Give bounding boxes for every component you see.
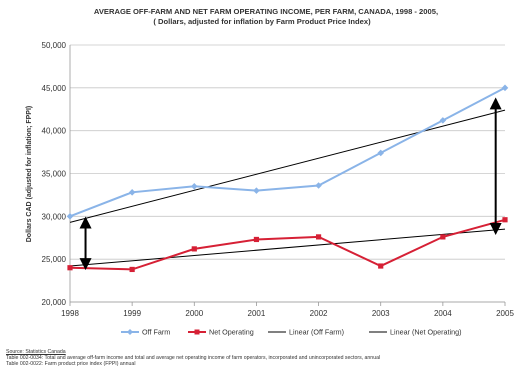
series-line	[69, 218, 506, 271]
data-point	[253, 236, 260, 243]
data-point	[253, 187, 260, 194]
data-point	[439, 117, 447, 124]
source-line-1: Table 002-0034: Total and average off-fa…	[6, 355, 381, 361]
y-tick-label: 40,000	[42, 127, 67, 136]
y-tick-label: 35,000	[42, 170, 67, 179]
legend-label: Linear (Off Farm)	[289, 328, 344, 337]
y-tick-label: 45,000	[42, 84, 67, 93]
data-point	[315, 182, 322, 189]
plot-area: 20,000 25,000 30,000 35,000 40,000 45,000 50,0…	[42, 41, 515, 318]
x-tick-label: 2002	[310, 309, 328, 318]
legend: Off Farm Net Operating Linear (Off Farm) Li…	[121, 328, 462, 337]
y-tick-label: 30,000	[42, 212, 67, 221]
x-tick-label: 1999	[123, 309, 141, 318]
data-point	[66, 213, 74, 220]
source-title: Source: Statistics Canada	[6, 349, 66, 355]
trendline	[69, 228, 506, 267]
series-line	[69, 86, 506, 218]
data-point	[501, 84, 509, 92]
y-tick-label: 25,000	[42, 255, 67, 264]
source-label: Source: Statistics Canada	[6, 349, 66, 355]
data-point	[378, 263, 384, 269]
data-point	[191, 246, 197, 252]
x-tick-label: 2001	[248, 309, 266, 318]
trendline	[69, 109, 506, 223]
data-point	[129, 266, 135, 273]
x-tick-label: 2000	[185, 309, 203, 318]
x-tick-label: 2004	[434, 309, 452, 318]
data-point	[315, 234, 322, 240]
x-tick-label: 2003	[372, 309, 390, 318]
legend-label: Off Farm	[142, 328, 170, 337]
legend-marker	[127, 329, 133, 335]
y-tick-label: 50,000	[42, 41, 67, 50]
x-tick-label: 1998	[61, 309, 79, 318]
data-point	[128, 189, 136, 196]
y-tick-label: 20,000	[42, 298, 67, 307]
data-point	[377, 149, 385, 157]
data-point	[190, 183, 198, 190]
chart-title: AVERAGE OFF-FARM AND NET FARM OPERATING …	[94, 7, 438, 16]
data-point	[502, 217, 508, 223]
y-axis-label: Dollars CAD (adjusted for inflation; FPP…	[26, 106, 33, 243]
legend-marker	[194, 329, 200, 335]
source-line-2: Table 002-0022: Farm product price index…	[6, 361, 136, 367]
legend-label: Linear (Net Operating)	[390, 328, 462, 337]
legend-label: Net Operating	[209, 328, 254, 337]
x-tick-label: 2005	[496, 309, 514, 318]
data-point	[440, 234, 446, 240]
data-point	[67, 265, 73, 271]
chart-subtitle: ( Dollars, adjusted for inflation by Far…	[153, 17, 371, 26]
